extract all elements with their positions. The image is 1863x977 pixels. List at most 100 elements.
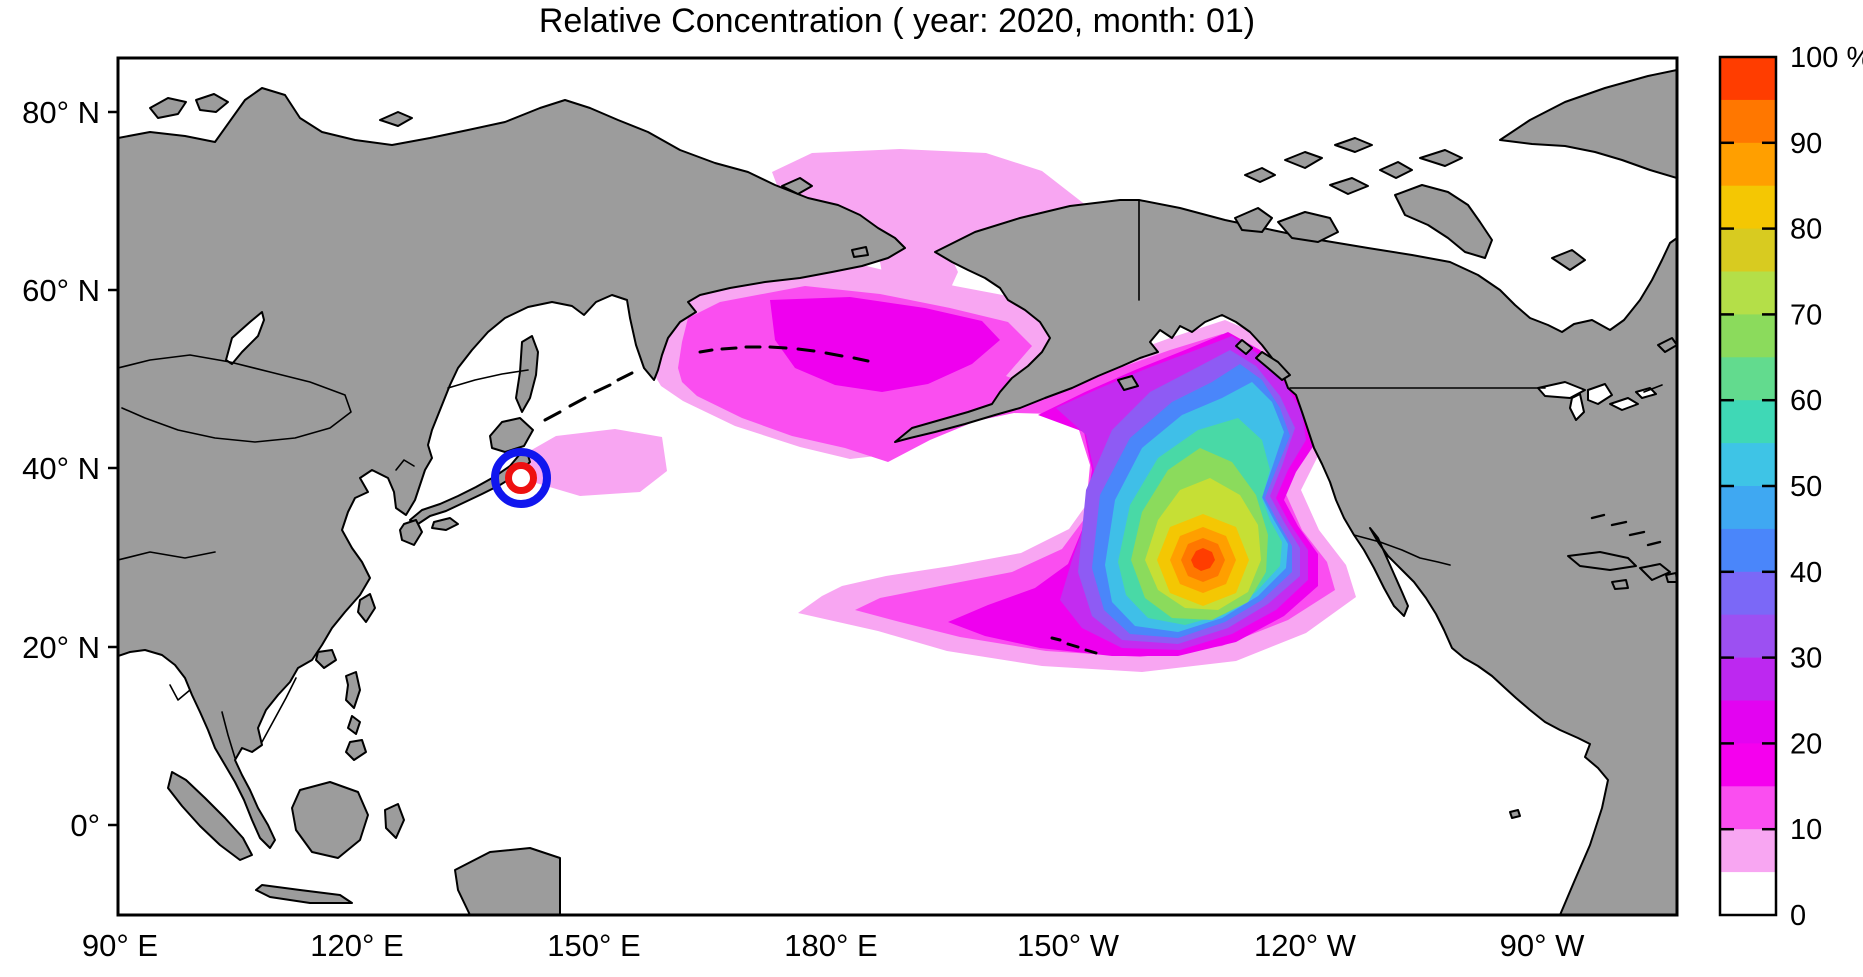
colorbar-band: [1720, 228, 1776, 272]
colorbar: 100 % 90 80 70 60 50 40 30 20 10 0: [1718, 42, 1863, 932]
longitude-tick-label: 90° W: [1500, 928, 1585, 963]
island-haida-gwaii: [1235, 339, 1253, 355]
longitude-axis: 90° E 120° E 150° E 180° E 150° W 120° W 90° W: [82, 928, 1585, 963]
island-vancouver: [1255, 351, 1291, 381]
colorbar-band: [1720, 271, 1776, 315]
island-southampton: [1551, 249, 1586, 271]
border-indochina-1: [261, 677, 297, 743]
colorbar-band: [1720, 400, 1776, 444]
longitude-tick-label: 150° E: [547, 928, 640, 963]
lake-superior: [1537, 381, 1586, 399]
island-qe-3: [1334, 137, 1373, 153]
colorbar-tick-label: 70: [1790, 299, 1822, 331]
island-sakhalin: [515, 335, 539, 413]
island-severnaya-1: [149, 97, 187, 119]
island-luzon: [345, 671, 361, 709]
colorbar-tick-label: 100 %: [1790, 42, 1863, 74]
lake-ontario: [1635, 387, 1657, 399]
colorbar-band: [1720, 743, 1776, 787]
island-mindanao: [345, 739, 367, 761]
islands-hawaii-chain: [1050, 636, 1098, 655]
island-sulawesi: [384, 803, 405, 839]
border-amur: [447, 369, 529, 389]
island-kyushu: [399, 519, 423, 546]
island-st-lawrence: [851, 246, 869, 258]
island-jamaica: [1611, 579, 1629, 590]
longitude-tick-label: 120° E: [310, 928, 403, 963]
colorbar-tick-label: 0: [1790, 900, 1806, 932]
colorbar-band: [1720, 443, 1776, 487]
latitude-tick-label: 80° N: [22, 95, 100, 130]
island-hokkaido: [489, 417, 534, 453]
latitude-axis: 80° N 60° N 40° N 20° N 0°: [22, 95, 118, 843]
island-borneo: [291, 781, 369, 859]
islands-bahamas-chain: [1590, 513, 1662, 547]
island-qe-4: [1379, 161, 1413, 179]
island-severnaya-2: [195, 93, 229, 113]
colorbar-band: [1720, 57, 1776, 101]
border-burma: [169, 684, 191, 701]
colorbar-band: [1720, 99, 1776, 144]
longitude-tick-label: 150° W: [1017, 928, 1120, 963]
plume-95pct: [1191, 548, 1215, 571]
figure-title: Relative Concentration ( year: 2020, mon…: [539, 2, 1255, 40]
island-ellesmere-greenland: [1499, 69, 1677, 179]
border-himalaya: [118, 551, 216, 561]
colorbar-tick-label: 60: [1790, 385, 1822, 417]
island-cuba: [1567, 551, 1637, 571]
lake-baikal: [225, 311, 265, 365]
colorbar-tick-label: 50: [1790, 471, 1822, 503]
land-north-america: [894, 199, 1677, 915]
colorbar-band: [1720, 786, 1776, 830]
longitude-tick-label: 180° E: [784, 928, 877, 963]
map-layers: [118, 69, 1677, 915]
island-wrangel: [781, 177, 813, 195]
lake-huron: [1587, 383, 1613, 405]
colorbar-band: [1720, 314, 1776, 358]
source-marker-outer-ring: [491, 448, 551, 508]
colorbar-band: [1720, 357, 1776, 401]
colorbar-band: [1720, 614, 1776, 659]
colorbar-band: [1720, 486, 1776, 530]
island-victoria: [1277, 211, 1339, 243]
border-mongolia: [118, 354, 352, 443]
land-eurasia: [118, 87, 906, 849]
map-frame: [116, 56, 1679, 917]
colorbar-tick-label: 20: [1790, 728, 1822, 760]
source-marker-inner-ring: [505, 462, 537, 494]
island-qe-2: [1284, 151, 1323, 169]
border-us-mexico: [1353, 534, 1451, 566]
colorbar-tick-label: 10: [1790, 814, 1822, 846]
lake-michigan: [1569, 393, 1585, 421]
border-korea: [395, 459, 415, 471]
colorbar-band: [1720, 700, 1776, 744]
lake-erie: [1609, 397, 1639, 411]
colorbar-band: [1720, 872, 1776, 916]
source-marker: [491, 448, 551, 508]
island-newfoundland: [1657, 337, 1677, 353]
colorbar-band: [1720, 571, 1776, 616]
island-banks: [1234, 207, 1273, 233]
longitude-tick-label: 90° E: [82, 928, 158, 963]
island-qe-1: [1244, 167, 1276, 183]
longitude-tick-label: 120° W: [1254, 928, 1357, 963]
latitude-tick-label: 0°: [70, 808, 100, 843]
islands-kuril-chain: [543, 371, 634, 422]
island-devon: [1419, 149, 1463, 167]
island-baffin: [1394, 184, 1493, 259]
island-puerto-rico: [1665, 572, 1677, 583]
colorbar-band: [1720, 829, 1776, 873]
colorbar-band: [1720, 185, 1776, 230]
colorbar-tick-label: 40: [1790, 557, 1822, 589]
colorbar-tick-label: 90: [1790, 128, 1822, 160]
colorbar-tick-label: 30: [1790, 643, 1822, 675]
island-new-guinea: [454, 847, 561, 915]
island-visayas: [347, 715, 361, 735]
latitude-tick-label: 20° N: [22, 630, 100, 665]
latitude-tick-label: 40° N: [22, 451, 100, 486]
island-shikoku: [431, 517, 459, 531]
colorbar-tick-label: 80: [1790, 214, 1822, 246]
latitude-tick-label: 60° N: [22, 273, 100, 308]
